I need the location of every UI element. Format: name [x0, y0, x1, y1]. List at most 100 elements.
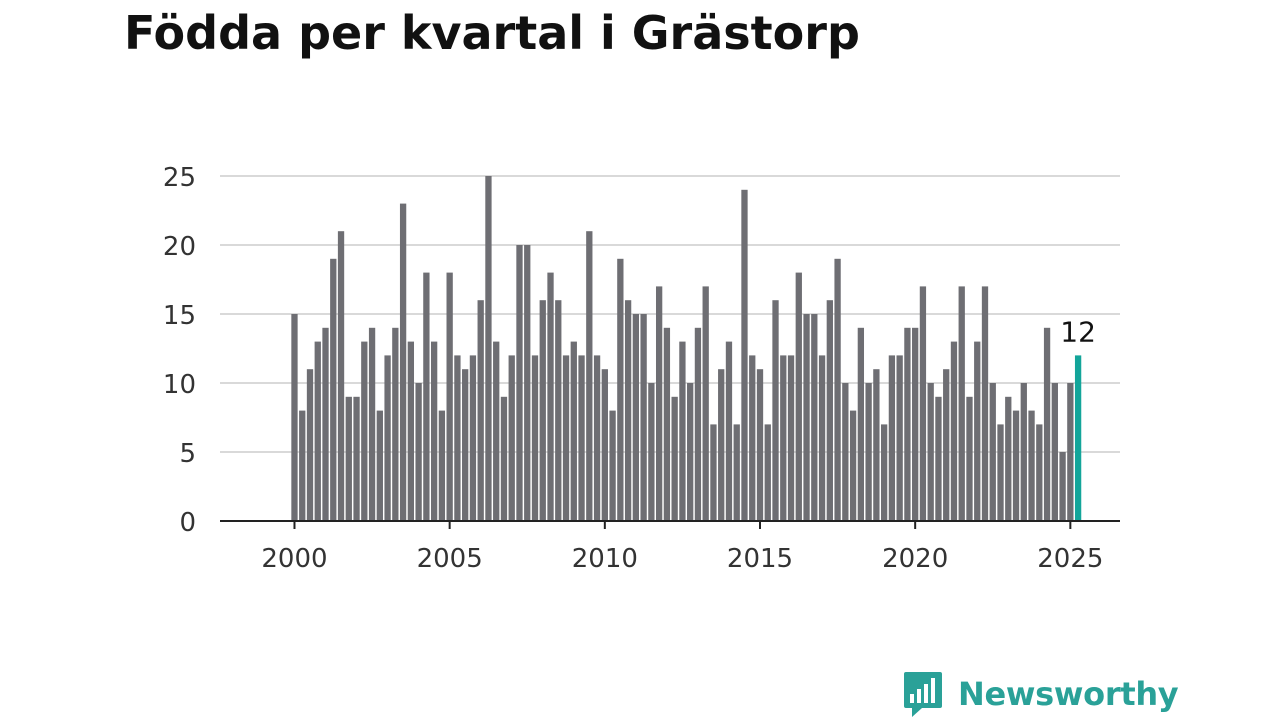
- bar: [345, 396, 352, 521]
- bar: [493, 341, 500, 521]
- bar: [818, 355, 826, 521]
- bar: [353, 396, 360, 521]
- bar: [384, 355, 391, 521]
- bar: [508, 355, 515, 521]
- bar: [337, 231, 345, 521]
- bar: [655, 286, 663, 521]
- bar: [710, 424, 717, 521]
- x-tick-label: 2005: [417, 544, 483, 574]
- bar: [438, 410, 446, 521]
- bar: [904, 327, 911, 521]
- bar: [756, 369, 764, 521]
- bar: [811, 314, 818, 521]
- bar: [601, 369, 608, 521]
- bar: [880, 424, 888, 521]
- bar: [1028, 410, 1035, 521]
- bar: [516, 245, 523, 521]
- bar: [500, 396, 508, 521]
- y-tick-label: 5: [179, 439, 196, 469]
- bar: [1036, 424, 1043, 521]
- bar: [989, 383, 996, 521]
- bar: [524, 245, 531, 521]
- bar: [966, 396, 973, 521]
- bar: [997, 424, 1004, 521]
- bar: [1005, 396, 1012, 521]
- bar: [865, 383, 872, 521]
- bar: [1020, 383, 1027, 521]
- bar: [857, 327, 865, 521]
- bar: [314, 341, 321, 521]
- bar: [795, 272, 802, 521]
- page-title: Födda per kvartal i Grästorp: [124, 6, 860, 60]
- bar: [694, 327, 702, 521]
- bar: [555, 300, 562, 521]
- bar: [725, 341, 733, 521]
- newsworthy-logo-icon: [904, 672, 942, 717]
- y-tick-label: 10: [163, 370, 196, 400]
- bar: [617, 258, 624, 521]
- bar: [330, 258, 337, 521]
- bar: [671, 396, 678, 521]
- x-tick-label: 2020: [882, 544, 948, 574]
- bar: [640, 314, 647, 521]
- x-tick-label: 2025: [1037, 544, 1103, 574]
- bar: [842, 383, 849, 521]
- bar: [1012, 410, 1020, 521]
- bar: [586, 231, 593, 521]
- bar: [663, 327, 671, 521]
- bar: [679, 341, 686, 521]
- y-tick-label: 0: [179, 508, 196, 538]
- bar: [632, 314, 640, 521]
- bar: [958, 286, 965, 521]
- highlight-bar: [1074, 355, 1082, 521]
- x-tick-label: 2010: [572, 544, 638, 574]
- bar: [368, 327, 376, 521]
- bar: [446, 272, 453, 521]
- x-tick-label: 2000: [261, 544, 327, 574]
- bar: [919, 286, 927, 521]
- bar: [888, 355, 896, 521]
- bar: [935, 396, 942, 521]
- bar: [780, 355, 787, 521]
- bar: [376, 410, 383, 521]
- bar: [943, 369, 950, 521]
- bar: [578, 355, 585, 521]
- bar: [834, 258, 841, 521]
- x-tick-label: 2015: [727, 544, 793, 574]
- bar: [896, 355, 903, 521]
- bar: [485, 176, 492, 521]
- bar: [539, 300, 546, 521]
- y-tick-label: 25: [163, 163, 196, 193]
- bar: [787, 355, 795, 521]
- y-tick-label: 15: [163, 301, 196, 331]
- bar: [912, 327, 919, 521]
- bar: [454, 355, 461, 521]
- bar: [562, 355, 570, 521]
- bar: [392, 327, 399, 521]
- bar: [624, 300, 632, 521]
- bar: [299, 410, 306, 521]
- bar: [718, 369, 725, 521]
- bar: [593, 355, 601, 521]
- bar: [974, 341, 981, 521]
- bar: [849, 410, 857, 521]
- bar: [477, 300, 484, 521]
- bar: [407, 341, 415, 521]
- bar: [1051, 383, 1058, 521]
- bar: [702, 286, 709, 521]
- bar: [873, 369, 880, 521]
- bar: [733, 424, 740, 521]
- y-tick-label: 20: [163, 232, 196, 262]
- bar: [764, 424, 771, 521]
- bar: [1059, 452, 1066, 521]
- bar: [1043, 327, 1051, 521]
- highlight-value-label: 12: [1060, 315, 1096, 348]
- bar: [399, 203, 407, 521]
- bar: [415, 383, 422, 521]
- bar: [1067, 383, 1074, 521]
- brand-logo[interactable]: Newsworthy: [902, 668, 1179, 720]
- bar: [430, 341, 438, 521]
- bar: [981, 286, 989, 521]
- bar: [306, 369, 314, 521]
